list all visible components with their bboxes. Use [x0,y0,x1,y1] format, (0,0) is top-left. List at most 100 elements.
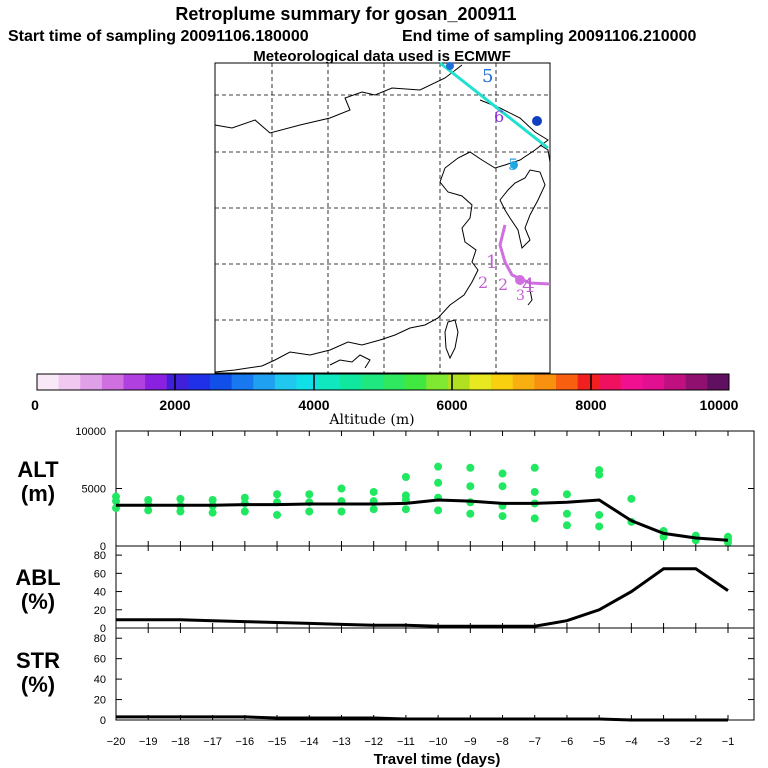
scatter-point [595,522,604,531]
scatter-point [562,521,571,530]
scatter-point [562,509,571,518]
x-tick-label: −9 [464,736,477,748]
cluster-marker: 1 [486,252,497,273]
panel-labels: ALT (m) ABL (%) STR (%) [15,457,60,697]
colorbar-swatch [318,374,341,390]
x-tick-label: −20 [107,736,126,748]
cluster-marker: 5 [508,155,518,174]
colorbar-swatch [339,374,362,390]
map-panel: 5 6 5 1 2 2 3 4 [214,61,551,374]
x-tick-label: −7 [528,736,541,748]
x-tick-label: −18 [171,736,190,748]
lower-trajectory-track [498,224,551,286]
panel-frame [115,627,755,721]
scatter-point [176,507,185,516]
y-tick-label: 60 [94,568,106,580]
colorbar-swatch [447,374,470,390]
colorbar-swatch [274,374,297,390]
colorbar-swatch [253,374,276,390]
colorbar-swatch [491,374,514,390]
colorbar-swatch [210,374,233,390]
x-tick-label: −11 [397,736,415,748]
colorbar-swatch [642,374,665,390]
colorbar-swatch [707,374,730,390]
abl-panel-unit: (%) [21,589,55,614]
scatter-point [434,506,443,515]
colorbar-title: Altitude (m) [328,412,414,428]
colorbar-swatch [231,374,254,390]
scatter-point [530,463,539,472]
map-graticule [215,63,550,373]
cluster-markers: 5 6 5 1 2 2 3 4 [478,66,535,304]
x-tick-label: −5 [593,736,606,748]
x-axis-label: Travel time (days) [374,751,501,768]
x-tick-label: −3 [657,736,670,748]
colorbar-swatch [512,374,535,390]
x-tick-label: −12 [364,736,383,748]
colorbar-tick-label: 10000 [700,397,739,413]
x-tick-label: −14 [300,736,319,748]
scatter-point [208,496,217,504]
scatter-point [337,484,346,493]
cluster-marker: 3 [516,288,525,304]
scatter-point [144,496,153,504]
scatter-point [208,508,217,517]
scatter-point [530,514,539,523]
scatter-point [498,469,507,478]
colorbar-swatch [37,374,60,390]
str-panel-label: STR [16,648,60,673]
colorbar-swatch [534,374,557,390]
scatter-point [466,482,475,491]
series-line [116,498,729,542]
x-tick-label: −10 [429,736,448,748]
scatter-point [369,505,378,514]
scatter-point [627,494,636,503]
colorbar-tick-label: 2000 [159,397,190,413]
series-line [116,715,728,722]
map-dot-navy [532,116,542,126]
colorbar-swatch [556,374,579,390]
cluster-marker: 5 [482,66,493,87]
alt-panel: 0 5000 10000 [75,426,755,553]
scatter-point [240,507,249,516]
cluster-marker: 2 [478,273,488,292]
met-data-label: Meteorological data used is ECMWF [253,48,511,65]
scatter-point [530,487,539,496]
cluster-marker: 4 [522,273,535,297]
x-tick-label: −8 [496,736,509,748]
colorbar-swatch [166,374,189,390]
colorbar-tick-label: 4000 [298,397,329,413]
colorbar-swatch [599,374,622,390]
scatter-point [595,510,604,519]
y-tick-label: 40 [94,674,106,686]
scatter-point [273,490,282,499]
scatter-point [401,505,410,514]
x-tick-label: −16 [236,736,255,748]
y-tick-label: 40 [94,587,106,599]
colorbar-tick-label: 6000 [436,397,467,413]
end-time-label: End time of sampling 20091106.210000 [402,28,696,45]
cluster-marker: 2 [498,275,508,294]
colorbar-swatch [145,374,168,390]
colorbar-tick-label: 8000 [575,397,606,413]
y-tick-label: 0 [100,623,106,635]
y-tick-label: 80 [94,633,106,645]
colorbar-swatch [80,374,103,390]
x-tick-label: −4 [625,736,638,748]
scatter-point [369,487,378,496]
colorbar-tick-label: 0 [31,397,39,413]
colorbar-swatch [620,374,643,390]
scatter-point [240,493,249,502]
abl-panel: 0 20 40 60 80 [94,545,755,635]
upper-trajectory-track [439,61,549,150]
x-tick-label: −1 [722,736,735,748]
y-tick-label: 0 [100,715,106,727]
y-tick-label: 5000 [82,484,106,496]
colorbar-swatch [469,374,492,390]
scatter-point [562,490,571,499]
colorbar-swatch [296,374,319,390]
scatter-point [466,509,475,518]
scatter-point [176,494,185,503]
y-tick-label: 20 [94,695,106,707]
map-dot-pink [515,275,525,285]
